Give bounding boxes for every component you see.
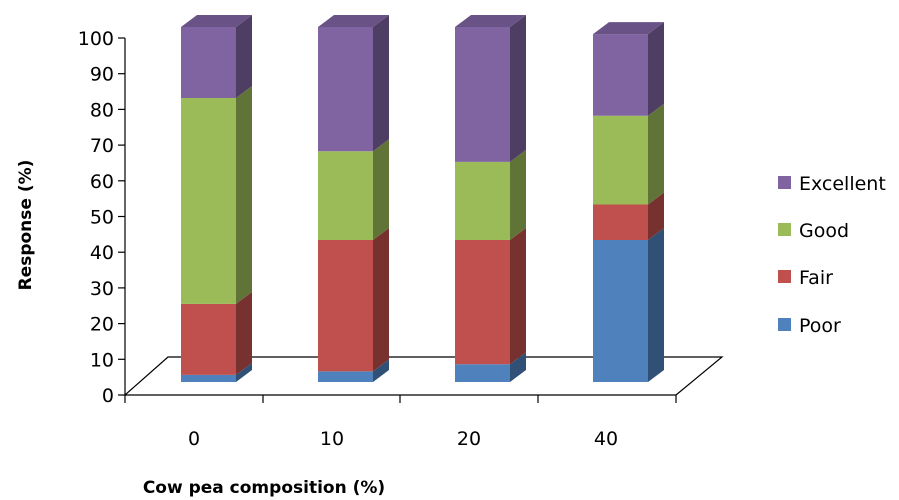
bar-front-face — [455, 364, 510, 382]
bar-segment-poor-20 — [455, 352, 526, 382]
bar-side-face — [373, 139, 389, 240]
bar-top-face — [181, 15, 252, 27]
bar-side-face — [373, 15, 389, 152]
bar-side-face — [648, 22, 664, 116]
bar-front-face — [318, 27, 373, 152]
bar-front-face — [318, 371, 373, 382]
bar-segment-fair-40 — [593, 192, 664, 240]
bar-side-face — [236, 291, 252, 375]
bar-front-face — [318, 151, 373, 240]
plot-floor-group — [123, 356, 724, 396]
y-tick-label: 100 — [78, 28, 114, 50]
bar-segment-good-40 — [593, 103, 664, 205]
bar-side-face — [236, 15, 252, 98]
legend-item-poor: Poor — [778, 315, 841, 337]
bars-group — [181, 15, 664, 382]
bar-segment-excellent-0 — [181, 15, 252, 98]
legend-label: Good — [799, 220, 849, 242]
bar-top-face — [455, 15, 526, 27]
y-tick-label: 30 — [90, 278, 114, 300]
y-tick-label: 90 — [90, 64, 114, 86]
x-axis-title: Cow pea composition (%) — [143, 478, 385, 498]
bar-side-face — [510, 228, 526, 365]
plot-floor — [123, 356, 724, 396]
bar-front-face — [181, 303, 236, 375]
bar-segment-good-0 — [181, 86, 252, 304]
bar-side-face — [236, 86, 252, 304]
legend-label: Fair — [799, 267, 833, 289]
bar-segment-excellent-40 — [593, 22, 664, 116]
bar-segment-good-20 — [455, 149, 526, 240]
bar-side-face — [648, 228, 664, 382]
y-tick-label: 80 — [90, 99, 114, 121]
bar-front-face — [455, 27, 510, 162]
bar-front-face — [593, 240, 648, 382]
x-tick-label: 0 — [188, 428, 200, 450]
legend-swatch — [778, 223, 791, 236]
bar-side-face — [373, 228, 389, 372]
legend-item-excellent: Excellent — [778, 173, 886, 195]
bar-front-face — [455, 161, 510, 240]
bar-side-face — [648, 192, 664, 240]
legend-label: Excellent — [799, 173, 886, 195]
legend-swatch — [778, 270, 791, 283]
x-tick-label: 20 — [457, 428, 481, 450]
bar-segment-fair-0 — [181, 291, 252, 375]
bar-top-face — [318, 15, 389, 27]
bar-segment-poor-0 — [181, 362, 252, 382]
bar-side-face — [373, 359, 389, 382]
bar-front-face — [181, 98, 236, 304]
y-tick-label: 20 — [90, 314, 114, 336]
bar-side-face — [510, 15, 526, 162]
x-tick-label: 10 — [320, 428, 344, 450]
bar-side-face — [236, 362, 252, 382]
bar-front-face — [181, 27, 236, 98]
bar-side-face — [510, 352, 526, 382]
y-tick-label: 60 — [90, 171, 114, 193]
bar-side-face — [648, 103, 664, 205]
legend-label: Poor — [799, 315, 841, 337]
legend-swatch — [778, 176, 791, 189]
bar-segment-fair-20 — [455, 228, 526, 365]
bar-side-face — [510, 149, 526, 240]
bar-segment-excellent-10 — [318, 15, 389, 152]
bar-front-face — [318, 240, 373, 372]
bar-front-face — [593, 34, 648, 116]
bar-front-face — [455, 240, 510, 365]
bar-segment-fair-10 — [318, 228, 389, 372]
bar-top-face — [593, 22, 664, 35]
x-tick-label: 40 — [594, 428, 618, 450]
y-tick-label: 70 — [90, 135, 114, 157]
bar-segment-poor-10 — [318, 359, 389, 382]
bar-segment-excellent-20 — [455, 15, 526, 162]
bar-segment-good-10 — [318, 139, 389, 240]
bar-front-face — [593, 204, 648, 240]
bar-front-face — [593, 115, 648, 205]
legend-swatch — [778, 318, 791, 331]
y-tick-label: 0 — [102, 385, 114, 407]
y-tick-label: 10 — [90, 349, 114, 371]
legend-item-fair: Fair — [778, 267, 833, 289]
y-axis-title: Response (%) — [16, 160, 36, 291]
y-axis-group: 0 10 20 30 40 50 60 70 80 90 100 — [78, 28, 126, 407]
x-axis-group: 0 10 20 40 — [124, 395, 677, 450]
bar-front-face — [181, 374, 236, 382]
legend: Excellent Good Fair Poor — [778, 173, 886, 337]
bar-segment-poor-40 — [593, 228, 664, 382]
legend-item-good: Good — [778, 220, 849, 242]
y-tick-label: 40 — [90, 242, 114, 264]
y-tick-label: 50 — [90, 207, 114, 229]
